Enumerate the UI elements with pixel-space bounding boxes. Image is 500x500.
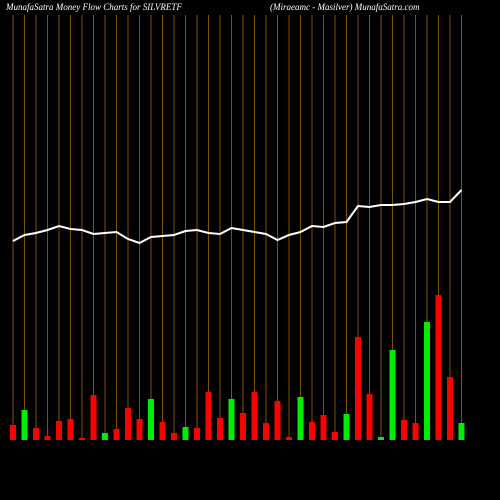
bar [67, 419, 74, 440]
bar [435, 295, 442, 440]
bar [320, 415, 327, 440]
bar [136, 419, 143, 440]
bar [297, 397, 304, 440]
bar [171, 433, 177, 440]
bar [113, 429, 120, 440]
bar [159, 422, 166, 440]
bar [205, 392, 212, 440]
bar [263, 423, 269, 440]
bar [148, 399, 154, 440]
bar [355, 337, 361, 440]
bar [90, 395, 97, 440]
bar [10, 425, 16, 440]
bar [309, 422, 315, 440]
bar [217, 418, 223, 440]
bar [44, 436, 51, 440]
bar [182, 427, 189, 440]
bar [274, 401, 281, 440]
bar [412, 423, 419, 440]
bar [366, 394, 373, 440]
bar [458, 423, 465, 440]
bar [228, 399, 235, 440]
chart-title: MunafaSatra Money Flow Charts for SILVRE… [5, 2, 182, 12]
bar [102, 433, 108, 440]
bar [286, 437, 292, 440]
bar [79, 438, 85, 440]
chart-subtitle: (Miraeamc - Masilver) MunafaSatra.com [270, 2, 420, 12]
bar [332, 432, 338, 440]
bar [389, 350, 396, 440]
bar [56, 421, 62, 440]
bar [378, 437, 384, 440]
bar [21, 410, 28, 440]
bar [251, 392, 258, 440]
money-flow-line [12, 189, 463, 245]
bar [401, 420, 407, 440]
bar [194, 428, 200, 440]
bar [125, 408, 131, 440]
bar [240, 413, 246, 440]
bar [343, 414, 350, 440]
bar [33, 428, 39, 440]
bar [447, 377, 453, 440]
bar [424, 322, 430, 440]
